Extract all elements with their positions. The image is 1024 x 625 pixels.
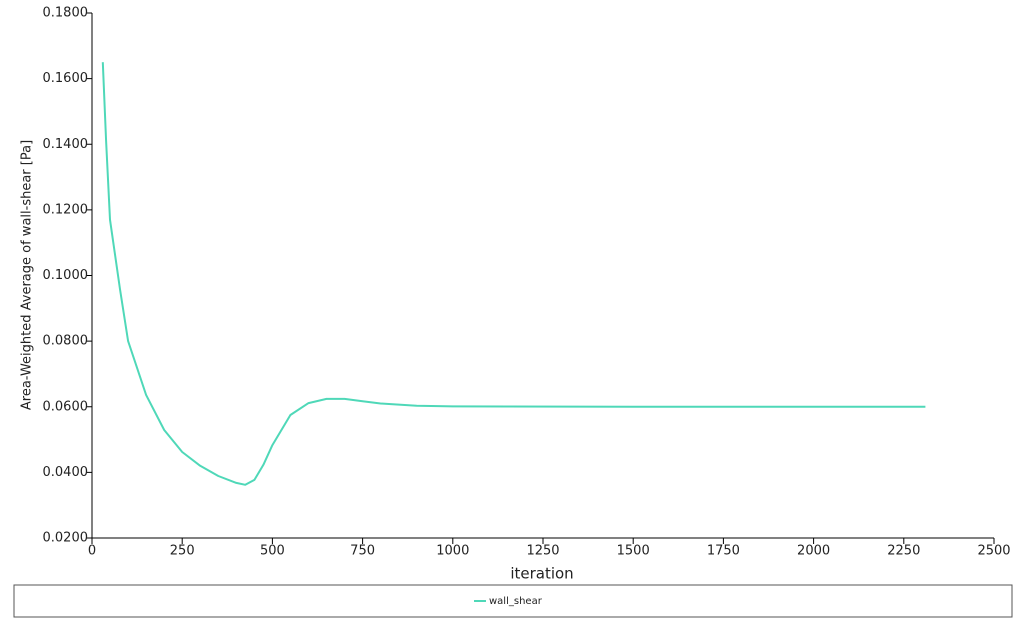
- y-tick-label: 0.1000: [43, 268, 89, 283]
- legend-label: wall_shear: [489, 596, 543, 607]
- x-tick-label: 1250: [526, 544, 559, 559]
- x-tick-label: 2250: [887, 544, 920, 559]
- x-tick-label: 250: [170, 544, 195, 559]
- x-tick-label: 500: [260, 544, 285, 559]
- x-tick-label: 750: [350, 544, 375, 559]
- y-tick-label: 0.0400: [43, 465, 89, 480]
- y-tick-label: 0.0600: [43, 399, 89, 414]
- y-tick-label: 0.0800: [43, 334, 89, 349]
- x-tick-label: 1500: [617, 544, 650, 559]
- y-axis-label: Area-Weighted Average of wall-shear [Pa]: [20, 140, 35, 410]
- x-tick-label: 1000: [436, 544, 469, 559]
- y-tick-label: 0.1200: [43, 202, 89, 217]
- y-tick-label: 0.1600: [43, 71, 89, 86]
- legend-box: [13, 584, 1013, 618]
- y-tick-label: 0.1400: [43, 137, 89, 152]
- y-tick-label: 0.1800: [43, 6, 89, 21]
- y-tick-label: 0.0200: [43, 531, 89, 546]
- x-tick-label: 0: [88, 544, 96, 559]
- x-tick-label: 2000: [797, 544, 830, 559]
- x-tick-label: 2500: [977, 544, 1010, 559]
- x-axis-label: iteration: [510, 565, 573, 583]
- line-series: [101, 62, 926, 486]
- x-tick-label: 1750: [707, 544, 740, 559]
